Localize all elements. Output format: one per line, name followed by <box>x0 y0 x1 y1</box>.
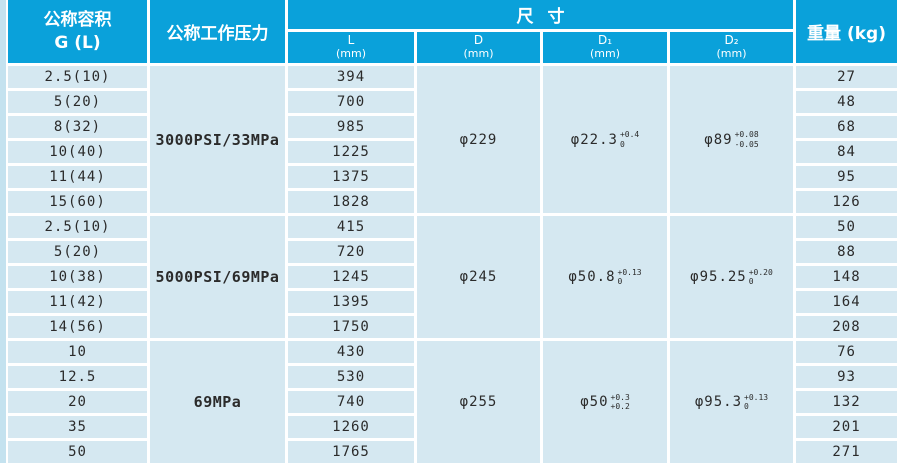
diameter-D1-cell-group2: φ50.8 +0.13 0 <box>543 216 667 338</box>
header-dimensions: 尺寸 <box>288 0 793 29</box>
header-capacity-symbol: G (L) <box>54 32 101 53</box>
weight-cell: 164 <box>796 291 897 313</box>
length-cell: 1395 <box>288 291 414 313</box>
capacity-cell: 11(42) <box>8 291 147 313</box>
diameter-D1-cell-group1-tolerance: +0.4 0 <box>619 130 640 149</box>
diameter-D2-cell-group2: φ95.25 +0.20 0 <box>670 216 793 338</box>
header-col-D-name: D <box>473 33 484 48</box>
weight-cell: 76 <box>796 341 897 363</box>
pressure-cell-group1: 3000PSI/33MPa <box>150 66 285 213</box>
diameter-D2-cell-group3-tolerance: +0.13 0 <box>744 392 769 411</box>
diameter-D2-cell-group1: φ89 +0.08 -0.05 <box>670 66 793 213</box>
diameter-D2-cell-group1-tolerance: +0.08 -0.05 <box>734 130 759 149</box>
diameter-D1-cell-group2-tolerance: +0.13 0 <box>617 267 642 286</box>
header-col-L-name: L <box>347 33 355 48</box>
header-col-D: D (mm) <box>417 32 540 63</box>
header-col-D1: D₁ (mm) <box>543 32 667 63</box>
weight-cell: 50 <box>796 216 897 238</box>
pressure-cell-group2: 5000PSI/69MPa <box>150 216 285 338</box>
diameter-D-cell-group2: φ245 <box>417 216 540 338</box>
capacity-cell: 14(56) <box>8 316 147 338</box>
capacity-cell: 20 <box>8 391 147 413</box>
capacity-cell: 8(32) <box>8 116 147 138</box>
diameter-D1-cell-group3-value: φ50 <box>580 394 609 410</box>
header-capacity-title: 公称容积 <box>43 9 112 30</box>
weight-cell: 148 <box>796 266 897 288</box>
header-col-D1-unit: (mm) <box>589 47 620 61</box>
capacity-cell: 35 <box>8 416 147 438</box>
header-nominal-capacity: 公称容积 G (L) <box>8 0 147 63</box>
length-cell: 1245 <box>288 266 414 288</box>
weight-cell: 27 <box>796 66 897 88</box>
diameter-D1-cell-group1-value: φ22.3 <box>570 131 618 148</box>
capacity-cell: 5(20) <box>8 241 147 263</box>
diameter-D2-cell-group3: φ95.3 +0.13 0 <box>670 341 793 463</box>
weight-cell: 208 <box>796 316 897 338</box>
capacity-cell: 10(40) <box>8 141 147 163</box>
weight-cell: 126 <box>796 191 897 213</box>
weight-cell: 95 <box>796 166 897 188</box>
capacity-cell: 5(20) <box>8 91 147 113</box>
header-col-D1-name: D₁ <box>597 33 613 48</box>
length-cell: 740 <box>288 391 414 413</box>
weight-cell: 93 <box>796 366 897 388</box>
weight-cell: 201 <box>796 416 897 438</box>
header-col-L: L (mm) <box>288 32 414 63</box>
capacity-cell: 12.5 <box>8 366 147 388</box>
capacity-cell: 50 <box>8 441 147 463</box>
length-cell: 985 <box>288 116 414 138</box>
page-edge-decoration <box>0 0 6 463</box>
accumulator-spec-table: 公称容积 G (L) 公称工作压力 尺寸 L (mm) D (mm) D₁ (m… <box>8 0 897 463</box>
diameter-D-cell-group1: φ229 <box>417 66 540 213</box>
length-cell: 1225 <box>288 141 414 163</box>
capacity-cell: 2.5(10) <box>8 216 147 238</box>
length-cell: 415 <box>288 216 414 238</box>
header-col-D-unit: (mm) <box>463 47 494 61</box>
length-cell: 530 <box>288 366 414 388</box>
capacity-cell: 2.5(10) <box>8 66 147 88</box>
capacity-cell: 11(44) <box>8 166 147 188</box>
header-weight: 重量 (kg) <box>796 0 897 63</box>
length-cell: 430 <box>288 341 414 363</box>
weight-cell: 132 <box>796 391 897 413</box>
diameter-D2-cell-group3-value: φ95.3 <box>694 394 743 410</box>
pressure-cell-group3: 69MPa <box>150 341 285 463</box>
capacity-cell: 10(38) <box>8 266 147 288</box>
diameter-D1-cell-group3: φ50 +0.3 +0.2 <box>543 341 667 463</box>
diameter-D2-cell-group2-tolerance: +0.20 0 <box>748 267 773 286</box>
diameter-D1-cell-group2-value: φ50.8 <box>568 269 616 285</box>
header-col-L-unit: (mm) <box>335 47 366 61</box>
weight-cell: 68 <box>796 116 897 138</box>
length-cell: 1750 <box>288 316 414 338</box>
header-col-D2-unit: (mm) <box>716 47 747 61</box>
length-cell: 1765 <box>288 441 414 463</box>
length-cell: 720 <box>288 241 414 263</box>
length-cell: 1375 <box>288 166 414 188</box>
header-working-pressure: 公称工作压力 <box>150 0 285 63</box>
capacity-cell: 10 <box>8 341 147 363</box>
length-cell: 394 <box>288 66 414 88</box>
header-col-D2-name: D₂ <box>724 33 739 48</box>
diameter-D1-cell-group3-tolerance: +0.3 +0.2 <box>610 392 630 411</box>
weight-cell: 88 <box>796 241 897 263</box>
weight-cell: 84 <box>796 141 897 163</box>
capacity-cell: 15(60) <box>8 191 147 213</box>
diameter-D2-cell-group2-value: φ95.25 <box>690 269 747 285</box>
header-col-D2: D₂ (mm) <box>670 32 793 63</box>
length-cell: 1828 <box>288 191 414 213</box>
diameter-D2-cell-group1-value: φ89 <box>704 131 733 148</box>
diameter-D1-cell-group1: φ22.3 +0.4 0 <box>543 66 667 213</box>
length-cell: 1260 <box>288 416 414 438</box>
weight-cell: 48 <box>796 91 897 113</box>
weight-cell: 271 <box>796 441 897 463</box>
length-cell: 700 <box>288 91 414 113</box>
diameter-D-cell-group3: φ255 <box>417 341 540 463</box>
